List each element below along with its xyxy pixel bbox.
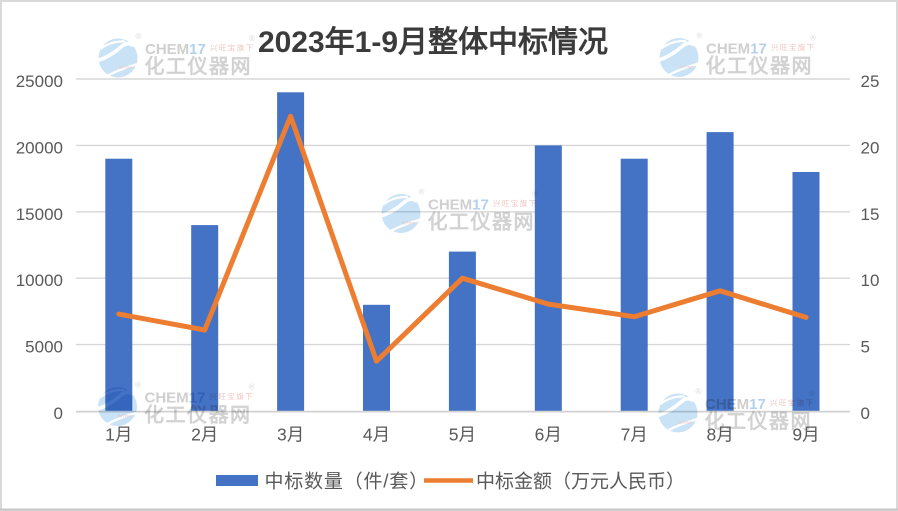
svg-text:8月: 8月: [706, 425, 733, 445]
svg-text:1月: 1月: [105, 425, 132, 445]
svg-text:10: 10: [861, 271, 880, 290]
svg-text:10000: 10000: [16, 271, 63, 290]
svg-text:2023年1-9月整体中标情况: 2023年1-9月整体中标情况: [258, 26, 608, 59]
svg-text:3月: 3月: [277, 425, 304, 445]
svg-text:0: 0: [861, 404, 870, 423]
svg-text:25000: 25000: [16, 72, 63, 91]
svg-text:20: 20: [861, 138, 880, 157]
svg-text:中标金额（万元人民币）: 中标金额（万元人民币）: [476, 471, 685, 493]
svg-text:中标数量（件/套）: 中标数量（件/套）: [265, 471, 429, 493]
svg-text:9月: 9月: [792, 425, 819, 445]
svg-text:15: 15: [861, 205, 880, 224]
svg-text:7月: 7月: [621, 425, 648, 445]
svg-text:25: 25: [861, 72, 880, 91]
svg-text:20000: 20000: [16, 138, 63, 157]
svg-text:5: 5: [861, 338, 870, 357]
svg-text:5月: 5月: [449, 425, 476, 445]
svg-text:15000: 15000: [16, 205, 63, 224]
svg-text:0: 0: [54, 404, 63, 423]
svg-text:6月: 6月: [535, 425, 562, 445]
svg-text:5000: 5000: [25, 338, 63, 357]
svg-text:2月: 2月: [191, 425, 218, 445]
svg-text:4月: 4月: [363, 425, 390, 445]
